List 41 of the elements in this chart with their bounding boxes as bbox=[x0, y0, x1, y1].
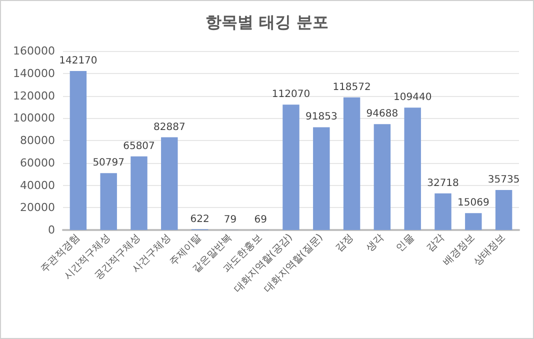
y-tick-label: 80000 bbox=[20, 134, 55, 147]
bar bbox=[343, 97, 360, 230]
bar bbox=[404, 108, 421, 230]
bar bbox=[465, 213, 482, 230]
bar bbox=[100, 173, 117, 230]
data-label: 112070 bbox=[272, 89, 310, 100]
y-tick-label: 60000 bbox=[20, 156, 55, 170]
y-tick-label: 20000 bbox=[20, 201, 55, 214]
data-label: 82887 bbox=[153, 122, 186, 133]
bar bbox=[282, 104, 300, 230]
y-tick-label: 160000 bbox=[13, 44, 55, 58]
data-label: 32718 bbox=[427, 178, 459, 189]
data-label: 91853 bbox=[305, 112, 338, 123]
data-label: 50797 bbox=[92, 158, 125, 169]
data-label: 118572 bbox=[332, 82, 371, 93]
data-label: 142170 bbox=[59, 55, 98, 66]
bar bbox=[313, 127, 330, 230]
data-label: 65807 bbox=[123, 140, 155, 152]
data-label: 622 bbox=[190, 214, 210, 225]
data-label: 109440 bbox=[394, 92, 432, 104]
y-tick-label: 140000 bbox=[13, 66, 55, 80]
data-label: 15069 bbox=[457, 198, 490, 209]
bar bbox=[495, 190, 512, 230]
data-label: 79 bbox=[224, 214, 237, 226]
data-label: 69 bbox=[254, 214, 267, 226]
bar bbox=[130, 156, 148, 230]
x-tick-label: 감정 bbox=[334, 232, 356, 254]
x-tick-label: 감각 bbox=[424, 232, 447, 254]
x-tick-label: 생각 bbox=[364, 232, 386, 254]
y-tick-label: 100000 bbox=[13, 112, 55, 125]
y-tick-label: 40000 bbox=[20, 178, 55, 192]
bar bbox=[70, 70, 87, 230]
chart-title: 항목별 태깅 분포 bbox=[205, 12, 329, 32]
data-label: 94688 bbox=[366, 108, 398, 120]
x-tick-label: 인물 bbox=[394, 232, 416, 254]
y-tick-label: 120000 bbox=[13, 89, 55, 102]
data-label: 35735 bbox=[488, 174, 520, 186]
y-tick-label: 0 bbox=[48, 224, 55, 236]
bar bbox=[161, 137, 178, 230]
bar bbox=[374, 124, 391, 230]
bar bbox=[434, 193, 452, 230]
